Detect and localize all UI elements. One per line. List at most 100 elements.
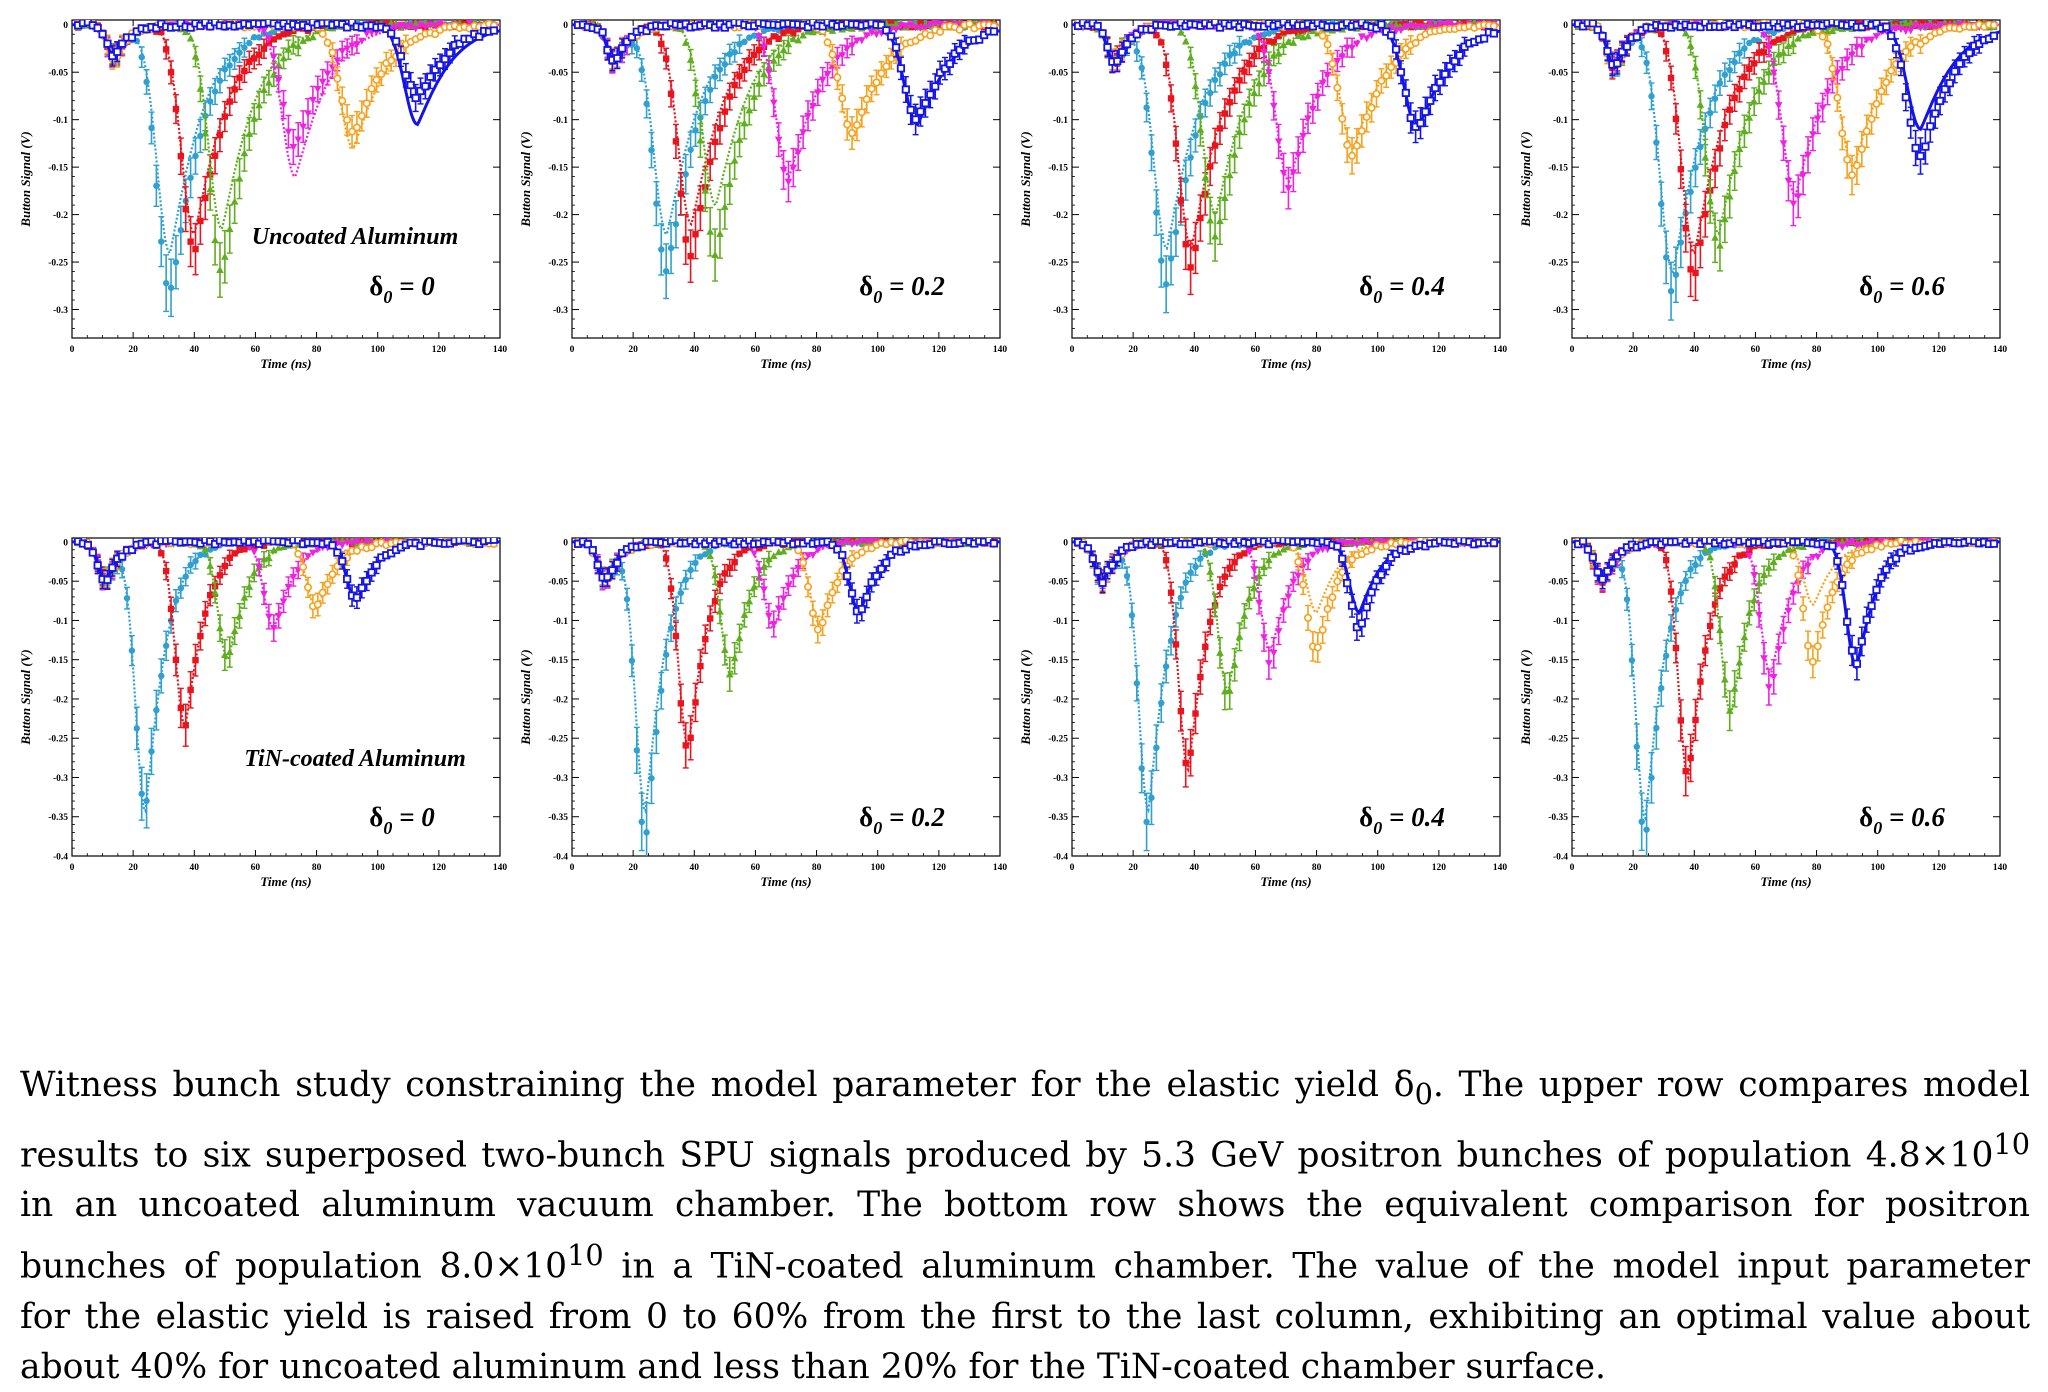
x-axis-label: Time (ns)	[760, 356, 811, 371]
data-point	[1158, 257, 1164, 263]
data-point	[114, 49, 120, 55]
data-point	[1246, 39, 1252, 45]
y-tick-label: -0.1	[53, 116, 68, 126]
data-point	[1354, 143, 1360, 149]
data-point	[1663, 48, 1669, 54]
data-point	[192, 246, 198, 252]
data-point	[1143, 104, 1149, 110]
data-point	[197, 218, 203, 224]
data-point	[1403, 90, 1409, 96]
data-point	[1173, 229, 1179, 235]
delta-value: 0.4	[1411, 271, 1445, 301]
data-point	[599, 29, 605, 35]
data-point	[1697, 239, 1703, 245]
data-point	[1658, 31, 1664, 37]
data-point	[727, 93, 733, 99]
data-point	[1168, 95, 1174, 101]
data-point	[1148, 150, 1154, 156]
data-point	[1712, 95, 1718, 101]
data-point	[1648, 93, 1654, 99]
data-point	[668, 91, 674, 97]
data-point	[1139, 65, 1145, 71]
delta-symbol: δ	[369, 271, 383, 301]
x-tick-label: 60	[751, 345, 761, 355]
data-point	[1094, 23, 1100, 29]
data-point	[1324, 41, 1330, 47]
data-point	[634, 45, 640, 51]
y-tick-label: -0.15	[1548, 164, 1568, 174]
x-tick-label: 120	[432, 345, 447, 355]
x-tick-label: 60	[1251, 345, 1261, 355]
data-point	[1339, 116, 1345, 122]
data-point	[1187, 154, 1193, 160]
delta-subscript: 0	[1373, 287, 1382, 307]
y-tick-label: -0.15	[548, 164, 568, 174]
data-point	[1731, 95, 1737, 101]
data-point	[1398, 69, 1404, 75]
data-point	[844, 121, 850, 127]
data-point	[412, 95, 418, 101]
data-point	[1163, 62, 1169, 68]
data-point	[1692, 270, 1698, 276]
data-point	[648, 147, 654, 153]
x-tick-label: 0	[1570, 345, 1575, 355]
data-point	[1417, 120, 1423, 126]
data-point	[1192, 132, 1198, 138]
data-point	[256, 52, 262, 58]
y-tick-label: -0.25	[48, 259, 68, 269]
delta-subscript: 0	[383, 287, 392, 307]
data-point	[731, 82, 737, 88]
x-tick-label: 80	[812, 345, 822, 355]
data-point	[683, 236, 689, 242]
material-label: Uncoated Aluminum	[252, 224, 458, 250]
x-tick-label: 20	[1628, 345, 1638, 355]
x-tick-label: 40	[190, 345, 200, 355]
data-point	[643, 101, 649, 107]
data-point	[393, 38, 399, 44]
data-point	[178, 227, 184, 233]
data-point	[687, 147, 693, 153]
data-point	[1731, 59, 1737, 65]
y-tick-label: -0.2	[1553, 211, 1568, 221]
y-tick-label: -0.1	[1553, 116, 1568, 126]
x-tick-label: 60	[251, 345, 261, 355]
data-point	[183, 206, 189, 212]
data-point	[903, 86, 909, 92]
data-point	[1197, 215, 1203, 221]
data-point	[1741, 45, 1747, 51]
y-tick-label: -0.3	[1553, 306, 1568, 316]
data-point	[491, 27, 497, 33]
data-point	[658, 41, 664, 47]
data-point	[1183, 177, 1189, 183]
data-point	[1678, 239, 1684, 245]
data-point	[908, 107, 914, 113]
y-tick-label: 0	[563, 21, 568, 31]
data-point	[236, 49, 242, 55]
data-point	[1158, 39, 1164, 45]
data-point	[1717, 80, 1723, 86]
x-tick-label: 120	[1432, 345, 1447, 355]
delta-value: 0.2	[911, 271, 945, 301]
x-tick-label: 100	[1371, 345, 1386, 355]
data-point	[236, 75, 242, 81]
x-tick-label: 0	[70, 345, 75, 355]
data-point	[1393, 46, 1399, 52]
data-point	[1153, 209, 1159, 215]
data-point	[912, 116, 918, 122]
data-point	[731, 49, 737, 55]
data-point	[163, 46, 169, 52]
data-point	[246, 40, 252, 46]
data-point	[712, 74, 718, 80]
y-tick-label: -0.1	[1053, 116, 1068, 126]
data-point	[222, 113, 228, 119]
y-tick-label: -0.15	[1048, 164, 1068, 174]
data-point	[241, 44, 247, 50]
data-point	[163, 280, 169, 286]
data-point	[1344, 142, 1350, 148]
data-point	[937, 29, 943, 35]
data-point	[1134, 48, 1140, 54]
x-tick-label: 140	[1493, 345, 1508, 355]
data-point	[217, 132, 223, 138]
